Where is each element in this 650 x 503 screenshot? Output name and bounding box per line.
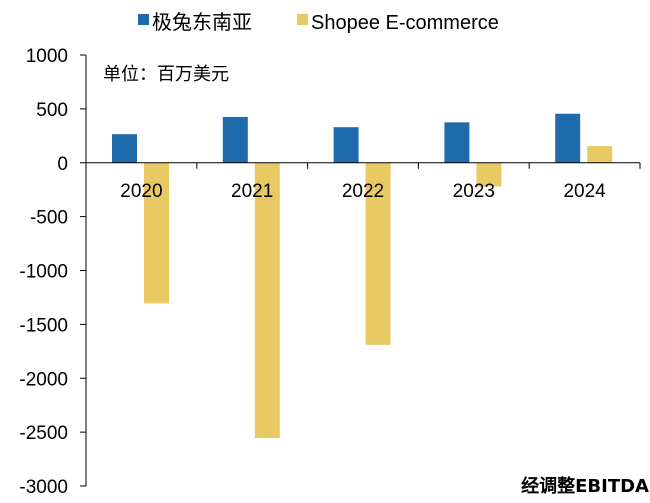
y-tick-label: 0: [57, 154, 68, 175]
unit-note: 单位：百万美元: [103, 64, 229, 85]
bar-series-1-2023: [444, 122, 470, 163]
y-axis: 1000 500 0 -500 -1000 -1500 -2000 -2500 -3000: [19, 46, 87, 498]
y-tick-label: -500: [30, 208, 68, 229]
legend-swatch-2: [297, 14, 308, 25]
x-tick-label: 2020: [120, 181, 162, 202]
bar-series-1-2021: [222, 116, 248, 163]
bar-series-2-2022: [365, 162, 391, 345]
bar-series-1-2020: [112, 134, 137, 163]
chart-legend: 极兔东南亚 Shopee E-commerce: [138, 11, 499, 34]
x-tick-label: 2021: [231, 181, 273, 202]
legend-swatch-1: [138, 14, 149, 25]
x-axis: 2020 2021 2022 2023 2024: [85, 162, 641, 202]
bar-series-1-2022: [333, 127, 359, 163]
y-tick-label: -1500: [19, 315, 68, 336]
bar-series-2-2020: [144, 162, 169, 304]
legend-label-1: 极兔东南亚: [152, 11, 252, 34]
y-tick-label: 1000: [26, 46, 68, 67]
x-tick-label: 2023: [453, 181, 495, 202]
y-tick-label: -2000: [19, 369, 68, 390]
y-tick-label: -3000: [19, 477, 68, 498]
bars: [112, 113, 613, 439]
footer-label: 经调整EBITDA: [521, 475, 649, 497]
y-tick-label: -2500: [19, 423, 68, 444]
legend-label-2: Shopee E-commerce: [311, 12, 499, 34]
bar-series-1-2024: [555, 113, 581, 163]
bar-series-2-2024: [587, 146, 613, 163]
y-tick-label: 500: [36, 100, 68, 121]
bar-series-2-2021: [254, 162, 280, 439]
bar-series-2-2023: [476, 162, 502, 187]
y-tick-label: -1000: [19, 262, 68, 283]
x-tick-label: 2024: [563, 181, 606, 202]
x-tick-label: 2022: [342, 181, 384, 202]
